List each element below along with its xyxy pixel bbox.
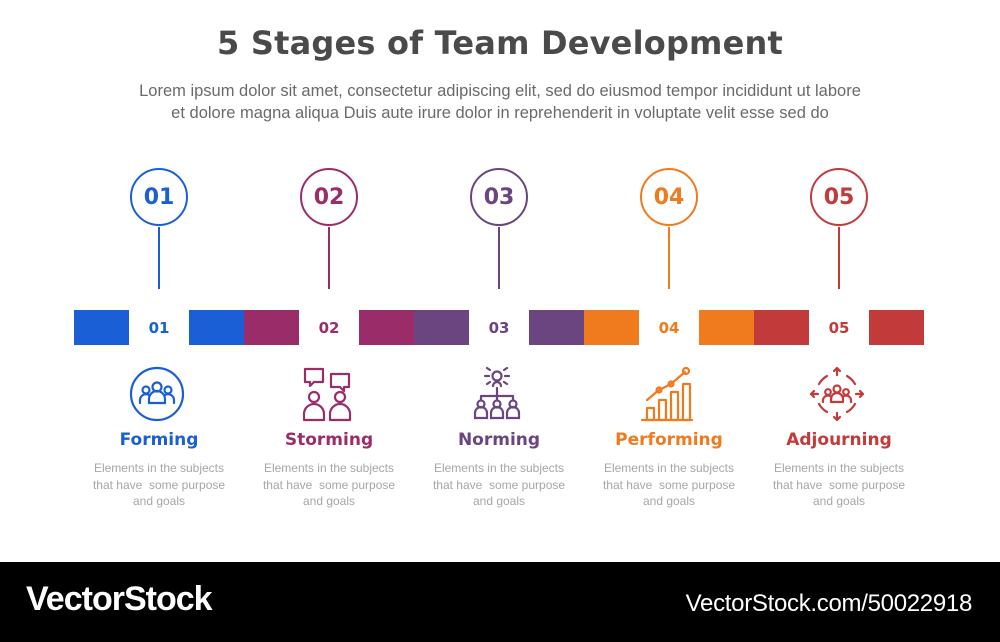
stage-5-bar-left [754,310,809,345]
subtitle-line-1: Lorem ipsum dolor sit amet, consectetur … [139,82,861,100]
stage-4-desc-line-1: Elements in the subjects [603,461,735,475]
hierarchy-people-icon [473,366,521,420]
stage-3-number-circle: 03 [470,168,528,226]
stage-4: 04 04 Performing Elements in the subject… [584,0,754,560]
stage-1-connector [158,227,160,289]
stage-3-label: Norming [457,430,541,450]
stage-1-bar-right [189,310,244,345]
stock-id: VectorStock.com/50022918 [685,590,973,617]
stage-2-connector [328,227,330,289]
stage-3: 03 03 Norming Elements in the subjects t… [414,0,584,560]
subtitle-line-2: et dolore magna aliqua Duis aute irure d… [171,104,829,122]
stage-4-desc-line-2: that have some purpose [602,477,736,492]
stage-3-desc-line-2: that have some purpose [432,477,566,492]
stage-1-bar-number: 01 [148,318,170,337]
stage-1-desc-line-2: that have some purpose [92,477,226,492]
team-group-icon [129,366,185,422]
stage-4-connector [668,227,670,289]
stage-2-desc-line-3: and goals [302,494,356,508]
stage-5-bar-number: 05 [828,318,850,337]
stage-3-description: Elements in the subjects that have some … [424,460,574,510]
stage-4-bar-right [699,310,754,345]
stage-4-desc-line-3: and goals [642,494,696,508]
stage-4-number-circle: 04 [640,168,698,226]
brand-logo: VectorStock [26,580,213,618]
stage-4-label: Performing [615,430,723,450]
stage-5-desc-line-3: and goals [812,494,866,508]
stage-1: 01 01 Forming Elements in the subjects t… [74,0,244,560]
stage-2-label: Storming [284,430,374,450]
stage-2-number-circle: 02 [300,168,358,226]
discussion-people-icon [302,367,352,422]
stage-1-desc-line-1: Elements in the subjects [93,461,225,475]
stage-2-description: Elements in the subjects that have some … [254,460,404,510]
stage-5: 05 05 Adjourning Elements in the subject… [754,0,924,560]
stage-2-desc-line-2: that have some purpose [262,477,396,492]
stage-5-desc-line-2: that have some purpose [772,477,906,492]
stage-3-bar-number: 03 [488,318,510,337]
stage-5-label: Adjourning [786,430,892,450]
stage-2-bar-right [359,310,414,345]
stage-3-bar-left [414,310,469,345]
stage-5-desc-line-1: Elements in the subjects [773,461,905,475]
stage-2-bar-number: 02 [318,318,340,337]
stage-1-description: Elements in the subjects that have some … [84,460,234,510]
page-title: 5 Stages of Team Development [217,24,783,62]
page-subtitle: Lorem ipsum dolor sit amet, consectetur … [40,80,960,124]
stage-1-number-circle: 01 [130,168,188,226]
stage-5-connector [838,227,840,289]
stage-3-desc-line-1: Elements in the subjects [433,461,565,475]
watermark-footer: VectorStock VectorStock.com/50022918 [0,562,1000,642]
stage-5-bar-right [869,310,924,345]
stage-4-bar-number: 04 [658,318,680,337]
stage-5-description: Elements in the subjects that have some … [764,460,914,510]
stage-1-desc-line-3: and goals [132,494,186,508]
stage-2-desc-line-1: Elements in the subjects [263,461,395,475]
stage-1-bar-left [74,310,129,345]
stage-4-bar-left [584,310,639,345]
team-dispersal-icon [809,366,865,422]
growth-chart-icon [640,366,694,422]
stage-3-bar-right [529,310,584,345]
stage-5-number-circle: 05 [810,168,868,226]
stage-4-description: Elements in the subjects that have some … [594,460,744,510]
stage-2: 02 02 Storming Elements in the subjects … [244,0,414,560]
stage-1-label: Forming [119,430,199,450]
stage-3-connector [498,227,500,289]
stage-3-desc-line-3: and goals [472,494,526,508]
stage-2-bar-left [244,310,299,345]
